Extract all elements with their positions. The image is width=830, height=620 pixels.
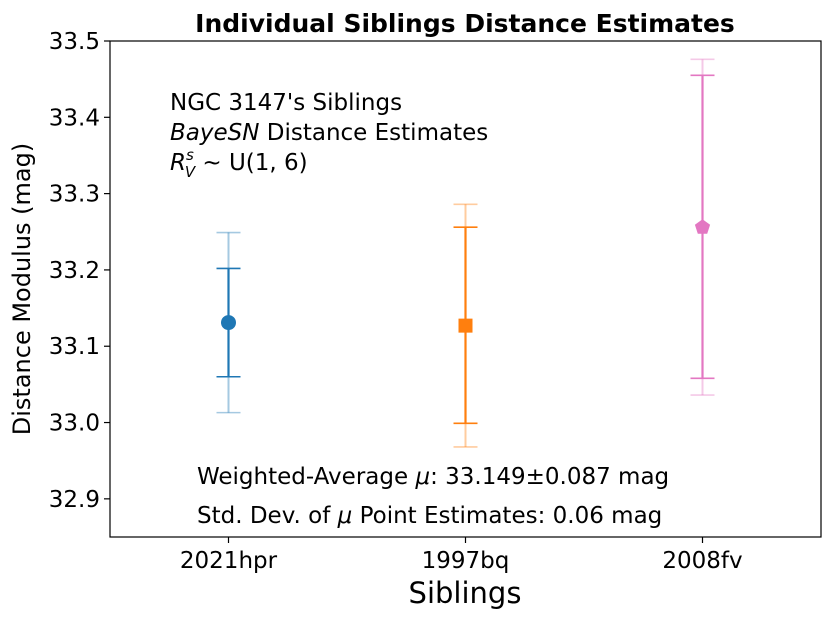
annotation-line-1: NGC 3147's Siblings [170,90,402,116]
series-2008fv [690,58,715,396]
x-axis-ticks: 2021hpr 1997bq 2008fv [180,537,743,574]
annotation-r-sup: s [186,146,194,164]
y-tick-label: 33.4 [49,105,100,131]
annotation-line-2-rest: Distance Estimates [259,120,488,146]
error-bars [216,58,715,448]
data-point-square [458,318,473,333]
annotation-box: NGC 3147's Siblings BayeSN Distance Esti… [170,90,488,181]
weighted-average-mu: μ [414,464,430,490]
std-dev-prefix: Std. Dev. of [197,503,338,529]
footer-stats: Weighted-Average μ: 33.149±0.087 mag Std… [197,464,669,529]
chart-title: Individual Siblings Distance Estimates [195,9,735,38]
x-tick-label-2021hpr: 2021hpr [180,548,278,574]
x-tick-label-2008fv: 2008fv [662,548,742,574]
weighted-average-value: : 33.149±0.087 mag [430,464,669,490]
y-tick-label: 33.3 [49,182,100,208]
std-dev-mu: μ [337,503,353,529]
annotation-line-3-rest: ∼ U(1, 6) [195,150,308,176]
y-tick-label: 33.5 [49,29,100,55]
data-point-circle [221,315,236,331]
y-tick-label: 33.0 [49,411,100,437]
y-axis-label: Distance Modulus (mag) [8,143,36,435]
weighted-average-text: Weighted-Average μ: 33.149±0.087 mag [197,464,669,490]
series-1997bq [453,203,478,448]
annotation-line-2: BayeSN Distance Estimates [170,120,488,146]
y-axis-ticks: 32.9 33.0 33.1 33.2 33.3 33.4 33.5 [49,29,110,513]
annotation-r-symbol: R [170,150,186,176]
annotation-r-sub: V [185,163,197,181]
x-tick-label-1997bq: 1997bq [422,548,510,574]
std-dev-value: Point Estimates: 0.06 mag [352,503,662,529]
weighted-average-prefix: Weighted-Average [197,464,415,490]
y-tick-label: 33.2 [49,258,100,284]
data-point-pentagon [694,219,711,234]
std-dev-text: Std. Dev. of μ Point Estimates: 0.06 mag [197,503,662,529]
y-tick-label: 33.1 [49,334,100,360]
annotation-line-3: Rs V ∼ U(1, 6) [170,146,308,181]
y-tick-label: 32.9 [49,487,100,513]
annotation-bayesn: BayeSN [170,120,259,146]
series-2021hpr [216,231,241,414]
x-axis-label: Siblings [409,576,522,610]
